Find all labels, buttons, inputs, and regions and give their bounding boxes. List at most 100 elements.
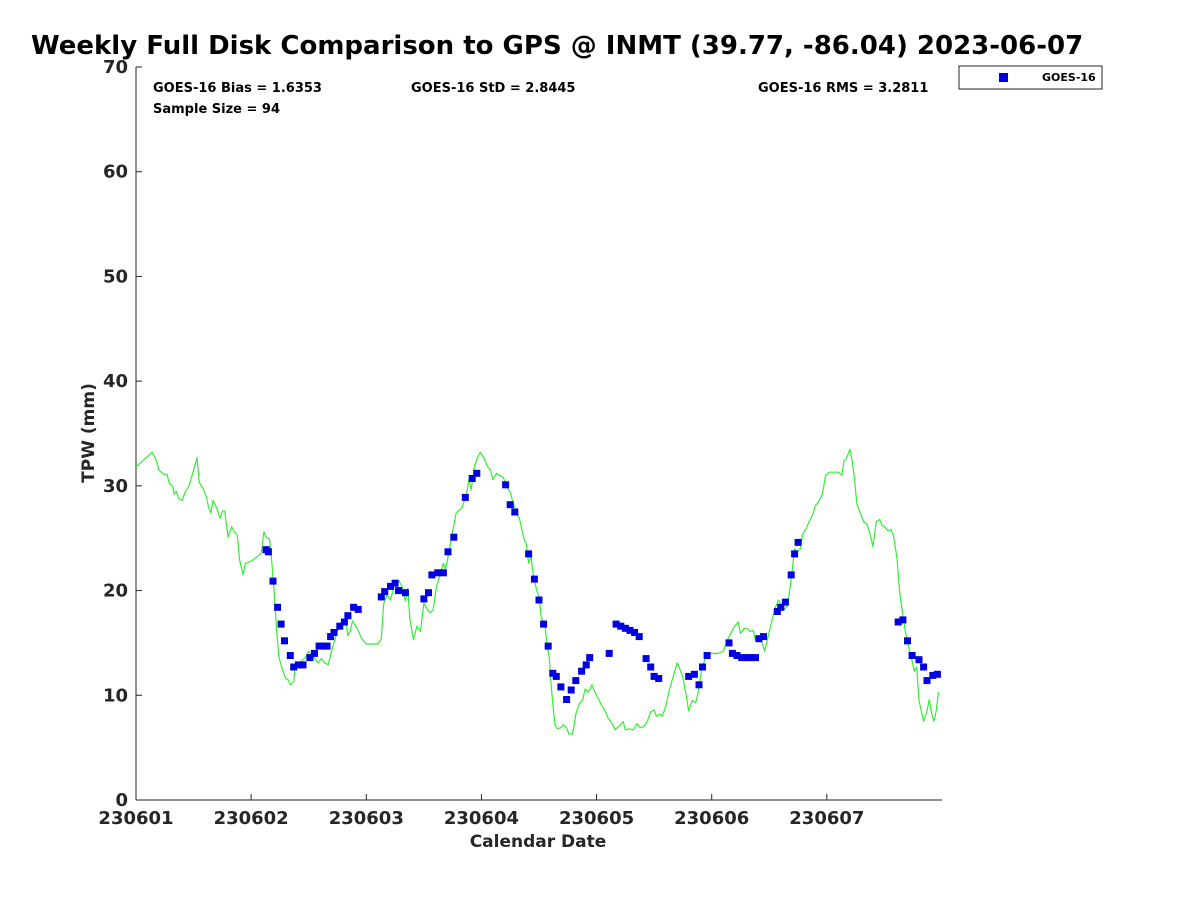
goes16-point: [923, 677, 931, 685]
goes16-point: [728, 649, 736, 657]
goes16-point: [286, 652, 294, 659]
x-tick-label: 230605: [559, 808, 634, 829]
goes16-point: [540, 620, 548, 628]
goes16-point: [563, 696, 571, 703]
goes16-point: [647, 663, 655, 671]
goes16-point: [920, 663, 928, 671]
goes16-point: [787, 571, 795, 579]
bias-stat: GOES-16 Bias = 1.6353: [153, 81, 322, 96]
y-tick-label: 30: [103, 476, 128, 497]
goes16-point: [350, 603, 358, 611]
goes16-point: [381, 588, 389, 596]
goes16-point: [699, 663, 706, 671]
goes16-point: [544, 642, 552, 650]
goes16-point: [450, 533, 458, 541]
goes16-point: [434, 569, 442, 577]
x-tick-label: 230602: [214, 808, 289, 829]
goes16-point: [511, 508, 519, 516]
goes16-point: [567, 686, 575, 694]
goes16-point: [650, 672, 658, 680]
goes16-point: [425, 589, 432, 597]
goes16-point: [794, 538, 802, 546]
x-tick-label: 230601: [98, 808, 173, 829]
goes16-point: [621, 624, 629, 632]
goes16-point: [582, 661, 590, 669]
goes16-point: [377, 593, 385, 601]
goes16-point: [344, 612, 352, 620]
goes16-point: [420, 595, 428, 603]
goes16-point: [777, 603, 785, 611]
goes16-point: [685, 672, 693, 680]
goes16-point: [742, 654, 750, 662]
y-tick-label: 10: [103, 685, 128, 706]
goes16-point: [535, 596, 543, 604]
goes16-point: [612, 620, 620, 628]
goes16-point: [473, 469, 481, 477]
goes16-point: [306, 654, 314, 662]
legend-label: GOES-16: [1042, 71, 1096, 84]
legend: GOES-16: [958, 65, 1103, 90]
series-layer: [135, 448, 941, 735]
goes16-point: [428, 571, 436, 579]
goes16-point: [294, 661, 302, 669]
goes16-point: [642, 655, 650, 663]
goes16-point: [525, 550, 533, 558]
goes16-point: [725, 639, 733, 647]
goes16-point: [354, 605, 362, 613]
goes16-point: [330, 629, 338, 636]
x-tick-label: 230606: [674, 808, 749, 829]
goes16-point: [747, 654, 755, 662]
goes16-point: [395, 587, 402, 595]
goes16-point: [468, 475, 476, 482]
goes16-point: [277, 620, 285, 628]
goes16-point: [755, 635, 763, 643]
sample-size-stat: Sample Size = 94: [153, 102, 280, 117]
goes16-point: [401, 589, 409, 597]
goes16-point: [690, 670, 698, 678]
goes16-point: [908, 652, 916, 659]
goes16-point: [336, 622, 344, 630]
legend-box: [958, 65, 1103, 90]
goes16-point: [695, 681, 703, 689]
goes16-point: [791, 550, 799, 558]
goes16-point: [929, 671, 937, 679]
goes16-point: [530, 575, 538, 583]
gps-tpw-line: [135, 448, 940, 735]
goes16-point: [319, 642, 326, 650]
std-stat: GOES-16 StD = 2.8445: [411, 81, 575, 96]
goes16-point: [269, 577, 277, 585]
chart-title: Weekly Full Disk Comparison to GPS @ INM…: [31, 31, 1083, 61]
goes16-point: [572, 677, 580, 685]
goes16-point: [781, 598, 789, 606]
y-tick-label: 0: [115, 790, 128, 811]
goes16-point: [904, 637, 911, 645]
y-tick-label: 60: [103, 162, 128, 183]
goes16-point: [933, 670, 941, 678]
goes16-point: [752, 654, 759, 662]
goes16-point: [894, 618, 902, 626]
goes16-point: [703, 652, 711, 659]
goes16-point: [605, 649, 613, 657]
y-axis-label: TPW (mm): [79, 383, 99, 483]
goes16-point: [655, 675, 663, 682]
x-tick-label: 230607: [789, 808, 864, 829]
y-tick-label: 20: [103, 581, 128, 602]
x-tick-label: 230603: [329, 808, 404, 829]
goes16-point: [311, 649, 318, 657]
y-axis-ticks: 0 10 20 30 40 50 60 70: [103, 57, 142, 811]
goes16-point: [578, 667, 586, 675]
y-tick-label: 70: [103, 57, 128, 78]
goes16-point: [617, 622, 625, 630]
goes16-point: [733, 652, 741, 659]
goes16-point: [290, 663, 298, 671]
goes16-point: [323, 642, 331, 650]
goes16-point: [461, 493, 469, 501]
goes16-point: [635, 633, 643, 641]
goes16-point: [773, 608, 781, 615]
plot-area: [135, 67, 942, 801]
legend-marker: [999, 73, 1008, 82]
goes16-point: [552, 672, 560, 680]
goes16-point: [387, 582, 394, 590]
goes16-point: [274, 603, 282, 611]
